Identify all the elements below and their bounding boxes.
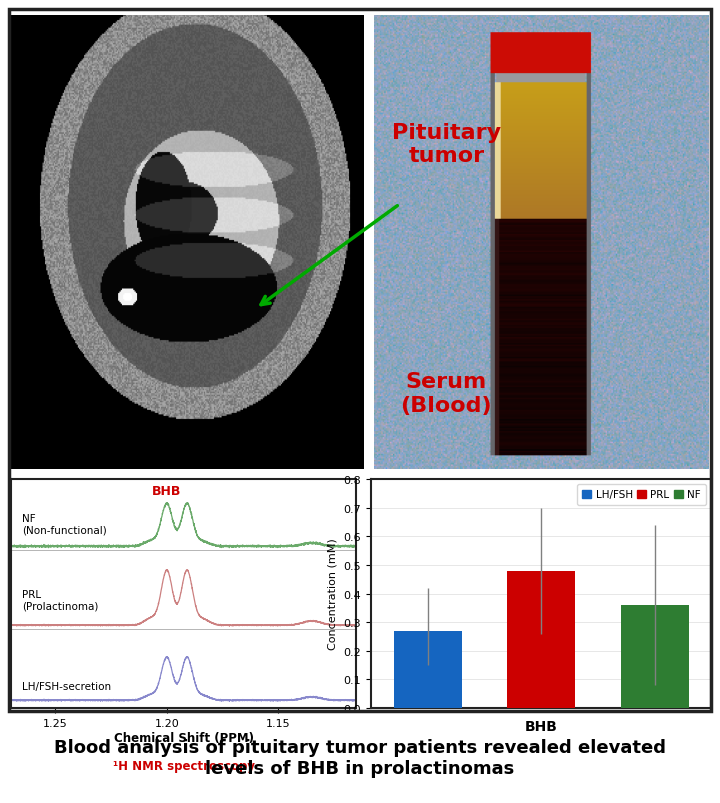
Text: Pituitary
tumor: Pituitary tumor [392,123,501,166]
X-axis label: Chemical Shift (PPM): Chemical Shift (PPM) [114,731,253,744]
Text: Serum
(Blood): Serum (Blood) [400,372,492,415]
Text: BHB: BHB [152,484,181,498]
Bar [394,631,462,708]
Text: NF
(Non-functional): NF (Non-functional) [22,514,107,535]
Bar [621,605,688,708]
Text: PRL
(Prolactinoma): PRL (Prolactinoma) [22,589,99,611]
Text: Blood analysis of pituitary tumor patients revealed elevated
levels of BHB in pr: Blood analysis of pituitary tumor patien… [54,738,666,777]
Text: LH/FSH-secretion: LH/FSH-secretion [22,681,111,691]
Legend: LH/FSH, PRL, NF: LH/FSH, PRL, NF [577,484,706,505]
Text: ¹H NMR spectroscopy: ¹H NMR spectroscopy [112,759,255,772]
X-axis label: BHB: BHB [525,719,557,733]
Bar [507,571,575,708]
Y-axis label: Concentration (mM): Concentration (mM) [328,538,338,650]
